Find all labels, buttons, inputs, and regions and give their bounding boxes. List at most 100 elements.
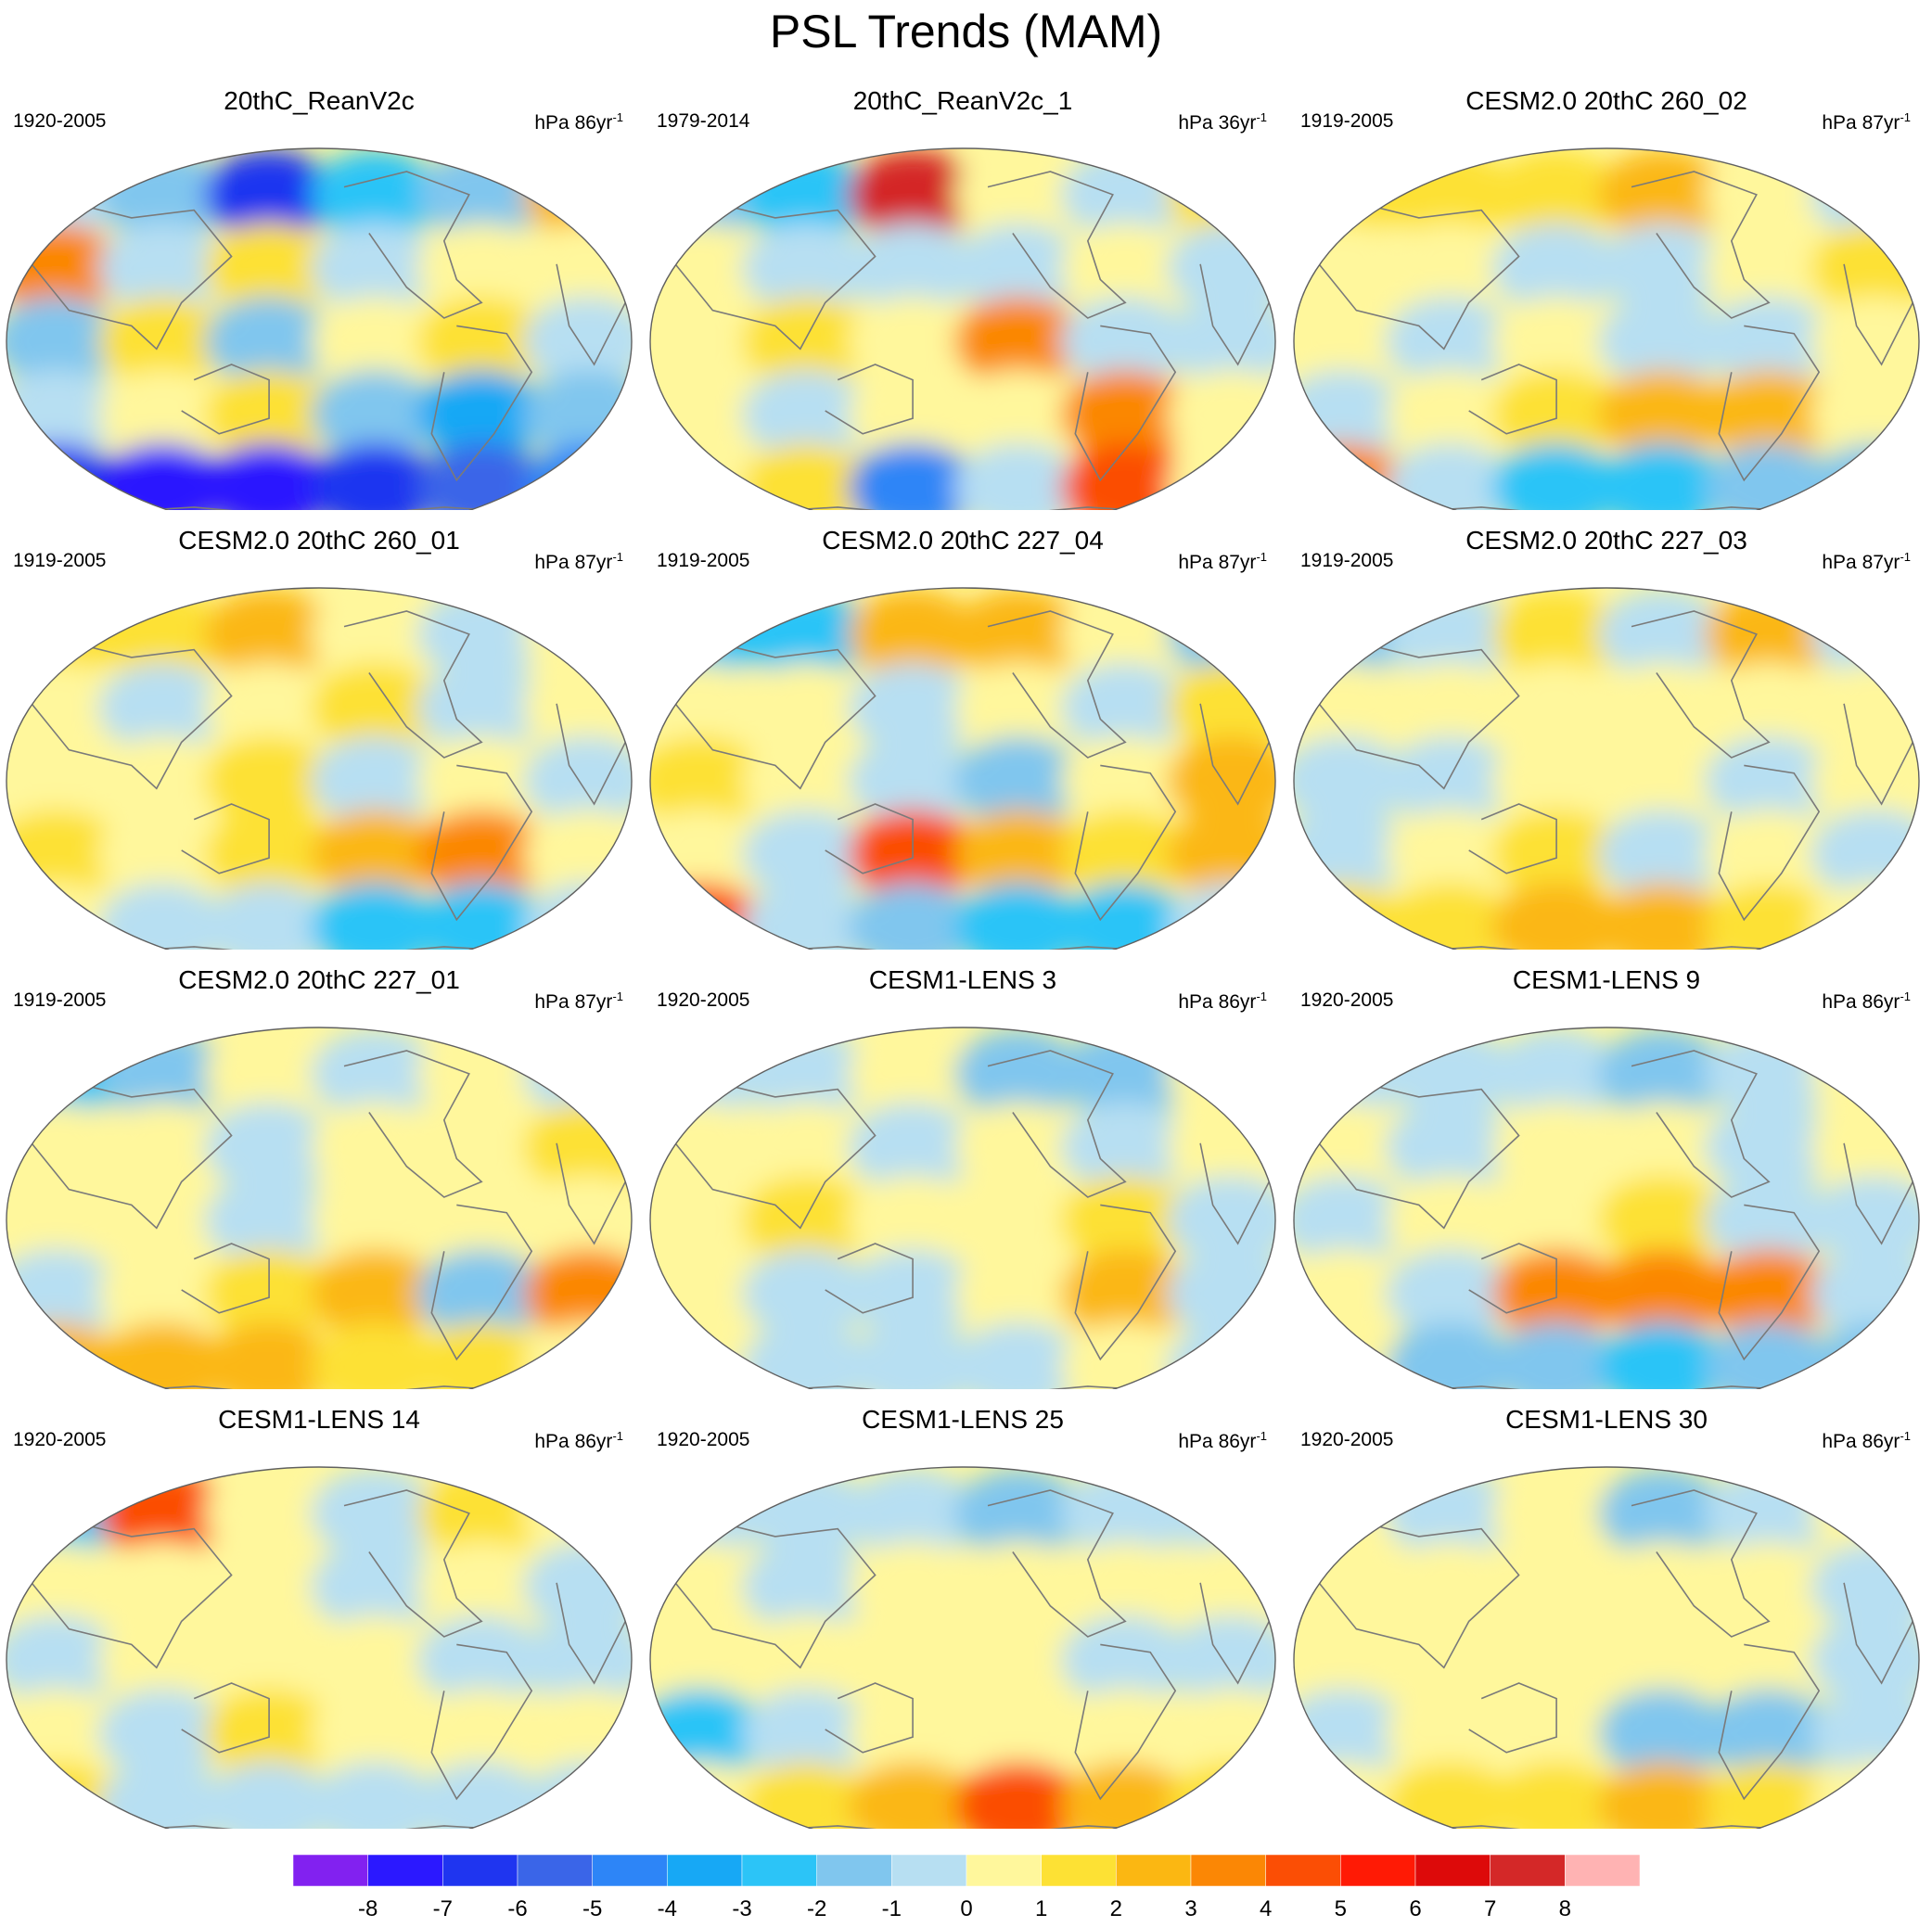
trend-anomaly — [1385, 442, 1516, 510]
colorbar-label: -7 — [432, 1896, 453, 1921]
panel-period: 1920-2005 — [657, 989, 750, 1011]
trend-anomaly — [416, 223, 546, 313]
trend-anomaly — [204, 1468, 334, 1559]
coastline — [825, 1682, 914, 1754]
coastline — [343, 1050, 483, 1198]
coastline — [1718, 1204, 1821, 1361]
trend-anomaly — [204, 223, 334, 313]
main-title: PSL Trends (MAM) — [769, 6, 1163, 57]
trend-anomaly — [1598, 1541, 1728, 1632]
coastline — [1718, 325, 1821, 482]
map-panel: 20thC_ReanV2c 1920-2005 hPa 86yr-1 — [4, 83, 634, 510]
trend-anomaly — [741, 1175, 872, 1266]
trend-anomaly — [1385, 1248, 1516, 1339]
trend-anomaly — [204, 882, 334, 950]
map-svg — [1293, 147, 1920, 510]
map-frame — [649, 147, 1276, 510]
map-panel: CESM2.0 20thC 227_03 1919-2005 hPa 87yr-1 — [1291, 523, 1922, 950]
trend-anomaly — [311, 1321, 441, 1389]
trend-anomaly — [954, 296, 1084, 387]
trend-anomaly — [1385, 1761, 1516, 1829]
trend-anomaly — [1060, 1175, 1190, 1266]
trend-anomaly — [954, 442, 1084, 510]
trend-anomaly — [416, 369, 546, 460]
trend-anomaly — [1704, 1541, 1834, 1632]
trend-anomaly — [204, 1175, 334, 1266]
map-frame — [6, 587, 633, 950]
trend-anomaly — [204, 1321, 334, 1389]
map-svg — [6, 1027, 633, 1389]
coastline — [31, 1080, 233, 1230]
trend-anomaly — [741, 442, 872, 510]
coastline — [674, 1080, 876, 1230]
panel-units: hPa 86yr-1 — [534, 110, 623, 134]
trend-anomaly — [954, 1688, 1084, 1779]
trend-anomaly — [1385, 809, 1516, 900]
units-exponent: -1 — [612, 550, 623, 564]
panel-period: 1919-2005 — [657, 550, 750, 571]
trend-anomaly — [416, 1248, 546, 1339]
trend-anomaly — [1060, 1248, 1190, 1339]
trend-anomaly — [204, 442, 334, 510]
colorbar-label: 0 — [960, 1896, 973, 1921]
map-svg — [1293, 1466, 1920, 1829]
trend-anomaly — [1491, 1614, 1621, 1705]
trend-anomaly — [97, 296, 228, 387]
trend-anomaly — [97, 1248, 228, 1339]
coastline — [31, 641, 233, 790]
trend-anomaly — [311, 1761, 441, 1829]
map-svg — [6, 1466, 633, 1829]
map-svg — [649, 1027, 1276, 1389]
colorbar-box — [293, 1855, 368, 1886]
trend-anomaly — [1294, 296, 1409, 387]
trend-anomaly — [741, 1761, 872, 1829]
map-panel: CESM1-LENS 25 1920-2005 hPa 86yr-1 — [647, 1402, 1278, 1829]
trend-anomaly — [1598, 882, 1728, 950]
colorbar-label: 5 — [1334, 1896, 1347, 1921]
trend-anomaly — [311, 1102, 441, 1193]
trend-anomaly — [1704, 369, 1834, 460]
coastline — [674, 641, 876, 790]
trend-anomaly — [954, 1541, 1084, 1632]
map-frame — [1293, 1027, 1920, 1389]
map-panel: 20thC_ReanV2c_1 1979-2014 hPa 36yr-1 — [647, 83, 1278, 510]
panel-period: 1979-2014 — [657, 110, 750, 132]
coastline — [343, 610, 483, 759]
trend-anomaly — [1704, 735, 1834, 826]
panel-units: hPa 86yr-1 — [1178, 1429, 1267, 1452]
panel-title: CESM1-LENS 9 — [1512, 965, 1701, 994]
trend-anomaly — [97, 1761, 228, 1829]
trend-anomaly — [1810, 296, 1919, 387]
colorbar-label: -6 — [507, 1896, 528, 1921]
trend-anomaly — [954, 1321, 1084, 1389]
trend-anomaly — [1385, 1175, 1516, 1266]
coastline — [1074, 764, 1177, 922]
panel-units: hPa 86yr-1 — [1822, 989, 1911, 1013]
panel-units: hPa 36yr-1 — [1178, 110, 1267, 134]
trend-anomaly — [6, 735, 122, 826]
trend-anomaly — [954, 1614, 1084, 1705]
units-exponent: -1 — [1900, 550, 1911, 564]
colorbar-label: 4 — [1259, 1896, 1273, 1921]
map-panel: CESM2.0 20thC 227_01 1919-2005 hPa 87yr-1 — [4, 963, 634, 1389]
trend-anomaly — [741, 809, 872, 900]
trend-anomaly — [1491, 1321, 1621, 1389]
panel-units: hPa 86yr-1 — [1178, 989, 1267, 1013]
map-svg — [1293, 1027, 1920, 1389]
colorbar-box — [367, 1855, 443, 1886]
trend-anomaly — [1491, 442, 1621, 510]
trend-anomaly — [311, 1541, 441, 1632]
trend-anomaly — [1294, 735, 1409, 826]
map-frame — [6, 147, 633, 510]
trend-anomaly — [416, 1541, 546, 1632]
panel-title: 20thC_ReanV2c — [224, 86, 415, 115]
trend-anomaly — [204, 735, 334, 826]
trend-anomaly — [1491, 882, 1621, 950]
trend-anomaly — [1385, 296, 1516, 387]
colorbar-box — [517, 1855, 593, 1886]
map-panel: CESM1-LENS 14 1920-2005 hPa 86yr-1 — [4, 1402, 634, 1829]
coastline — [1631, 1050, 1771, 1198]
coastline — [825, 1243, 914, 1314]
map-frame — [6, 1027, 633, 1389]
trend-anomaly — [1167, 735, 1275, 826]
